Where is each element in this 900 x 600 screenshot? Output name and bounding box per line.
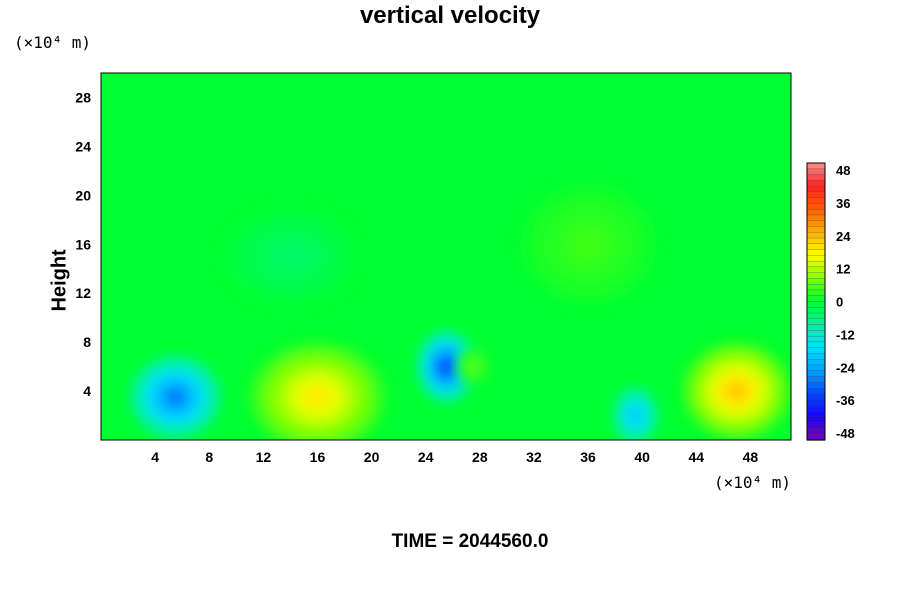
colorbar-segment xyxy=(806,364,826,372)
x-tick-label: 12 xyxy=(256,449,272,465)
colorbar-segment xyxy=(806,370,826,378)
velocity-feature xyxy=(249,342,386,440)
plot-frame xyxy=(100,72,792,441)
colorbar-segment xyxy=(806,405,826,412)
colorbar-segment xyxy=(806,278,826,285)
colorbar-segment xyxy=(806,318,826,326)
colorbar-segment xyxy=(806,422,826,430)
velocity-feature xyxy=(611,384,660,440)
colorbar-segment xyxy=(806,260,826,268)
colorbar-segment xyxy=(806,162,826,170)
colorbar-segment xyxy=(806,220,826,228)
colorbar-segment xyxy=(806,284,826,291)
velocity-feature xyxy=(222,207,359,306)
colorbar-frame xyxy=(806,162,826,441)
colorbar-segment xyxy=(806,232,826,239)
colorbar-segment xyxy=(806,387,826,395)
colorbar-segment xyxy=(806,359,826,366)
colorbar-segment xyxy=(806,243,826,251)
y-tick-label: 8 xyxy=(83,334,91,350)
colorbar-segment xyxy=(806,266,826,274)
y-tick-label: 20 xyxy=(75,187,91,203)
x-tick-label: 36 xyxy=(580,449,596,465)
x-tick-label: 48 xyxy=(743,449,759,465)
y-tick-label: 24 xyxy=(75,138,91,154)
colorbar-segment xyxy=(806,335,826,343)
colorbar-segment xyxy=(806,168,826,176)
colorbar-tick-label: -24 xyxy=(836,360,856,375)
colorbar-tick-label: -12 xyxy=(836,327,855,342)
colorbar-segment xyxy=(806,382,826,389)
chart-title: vertical velocity xyxy=(359,2,541,29)
colorbar-segment xyxy=(806,214,826,222)
colorbar-segment xyxy=(806,197,826,205)
colorbar-segment xyxy=(806,255,826,262)
y-tick-label: 28 xyxy=(75,89,91,105)
colorbar-segment xyxy=(806,249,826,256)
colorbar-segment xyxy=(806,312,826,320)
colorbar-segment xyxy=(806,289,826,297)
colorbar-segment xyxy=(806,416,826,424)
colorbar-segment xyxy=(806,295,826,303)
colorbar-tick-label: 0 xyxy=(836,295,843,310)
x-tick-label: 28 xyxy=(472,449,488,465)
colorbar-segment xyxy=(806,347,826,355)
colorbar-tick-label: -36 xyxy=(836,393,855,408)
colorbar-segment xyxy=(806,399,826,407)
colorbar-tick-label: 36 xyxy=(836,196,850,211)
velocity-feature xyxy=(128,354,223,440)
colorbar-segment xyxy=(806,330,826,337)
colorbar-segment xyxy=(806,185,826,193)
colorbar-tick-label: 12 xyxy=(836,262,850,277)
colorbar-segment xyxy=(806,307,826,314)
y-tick-label: 16 xyxy=(75,236,91,252)
colorbar-tick-label: 24 xyxy=(836,229,851,244)
colorbar-segment xyxy=(806,393,826,401)
colorbar-segment xyxy=(806,226,826,233)
y-unit-label: (×10⁴ m) xyxy=(14,33,92,52)
colorbar: 48 36 24 12 0 -12 -24 -36 -48 xyxy=(806,162,856,441)
x-tick-label: 32 xyxy=(526,449,542,465)
colorbar-segment xyxy=(806,174,826,181)
colorbar-segment xyxy=(806,410,826,418)
colorbar-segment xyxy=(806,376,826,383)
x-tick-label: 24 xyxy=(418,449,434,465)
velocity-feature xyxy=(682,342,791,440)
colorbar-segment xyxy=(806,301,826,308)
x-tick-label: 40 xyxy=(634,449,650,465)
x-tick-label: 4 xyxy=(151,449,159,465)
y-tick-label: 4 xyxy=(83,383,91,399)
colorbar-segment xyxy=(806,180,826,187)
x-unit-label: (×10⁴ m) xyxy=(714,473,792,492)
colorbar-segment xyxy=(806,324,826,332)
velocity-feature xyxy=(416,329,476,404)
velocity-feature xyxy=(456,348,490,385)
colorbar-segment xyxy=(806,191,826,199)
colorbar-tick-label: 48 xyxy=(836,163,850,178)
x-tick-label: 20 xyxy=(364,449,380,465)
colorbar-segment xyxy=(806,341,826,349)
colorbar-segment xyxy=(806,203,826,210)
colorbar-tick-label: -48 xyxy=(836,426,855,441)
y-tick-label: 12 xyxy=(75,285,91,301)
x-tick-label: 44 xyxy=(689,449,705,465)
colorbar-segment xyxy=(806,428,826,435)
plot-area xyxy=(101,73,791,440)
x-tick-label: 8 xyxy=(205,449,213,465)
velocity-feature xyxy=(520,183,656,306)
colorbar-segment xyxy=(806,353,826,360)
x-tick-label: 16 xyxy=(310,449,326,465)
colorbar-segment xyxy=(806,237,826,245)
colorbar-segment xyxy=(806,272,826,280)
colorbar-segment xyxy=(806,209,826,216)
time-label: TIME = 2044560.0 xyxy=(391,531,549,552)
